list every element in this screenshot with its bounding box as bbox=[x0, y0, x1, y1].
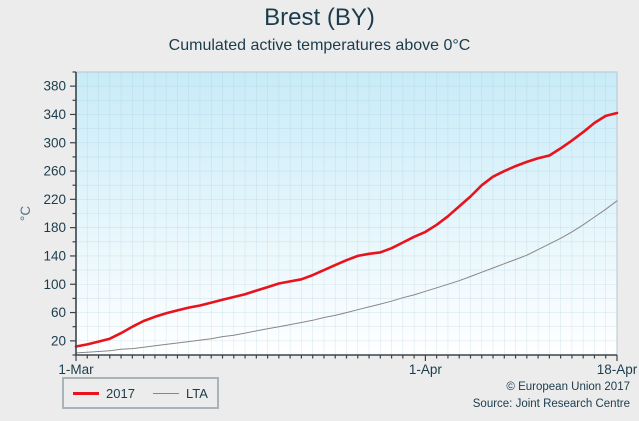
y-tick-label: 180 bbox=[43, 220, 66, 235]
legend: 2017 LTA bbox=[62, 377, 219, 409]
y-tick-label: 100 bbox=[43, 277, 66, 292]
chart-subtitle: Cumulated active temperatures above 0°C bbox=[168, 37, 471, 54]
plot-background bbox=[76, 72, 617, 355]
y-tick-label: 300 bbox=[43, 135, 66, 150]
y-tick-label: 220 bbox=[43, 192, 66, 207]
x-tick-label: 1-Apr bbox=[409, 362, 443, 377]
legend-item-lta: LTA bbox=[153, 386, 208, 401]
legend-label-lta: LTA bbox=[186, 385, 208, 401]
x-tick-label: 1-Mar bbox=[58, 362, 94, 377]
legend-item-2017: 2017 bbox=[73, 386, 135, 401]
y-tick-label: 140 bbox=[43, 248, 66, 263]
legend-label-2017: 2017 bbox=[106, 385, 135, 401]
y-tick-label: 60 bbox=[51, 305, 66, 320]
series-line-lta bbox=[75, 200, 618, 354]
legend-swatch-lta-line bbox=[153, 392, 180, 394]
y-tick-label: 260 bbox=[43, 164, 66, 179]
page-title: Brest (BY) bbox=[264, 4, 375, 31]
y-tick-label: 340 bbox=[43, 107, 66, 122]
series-line-2017 bbox=[74, 111, 619, 348]
y-axis-title: °C bbox=[18, 206, 33, 221]
source-text: Source: Joint Research Centre bbox=[472, 397, 630, 410]
copyright-text: © European Union 2017 bbox=[506, 381, 630, 393]
legend-swatch-2017-line bbox=[73, 391, 100, 395]
credits: © European Union 2017 Source: Joint Rese… bbox=[473, 379, 630, 412]
y-tick-label: 20 bbox=[51, 333, 66, 348]
y-tick-label: 380 bbox=[43, 79, 66, 94]
x-tick-label: 18-Apr bbox=[597, 362, 638, 377]
